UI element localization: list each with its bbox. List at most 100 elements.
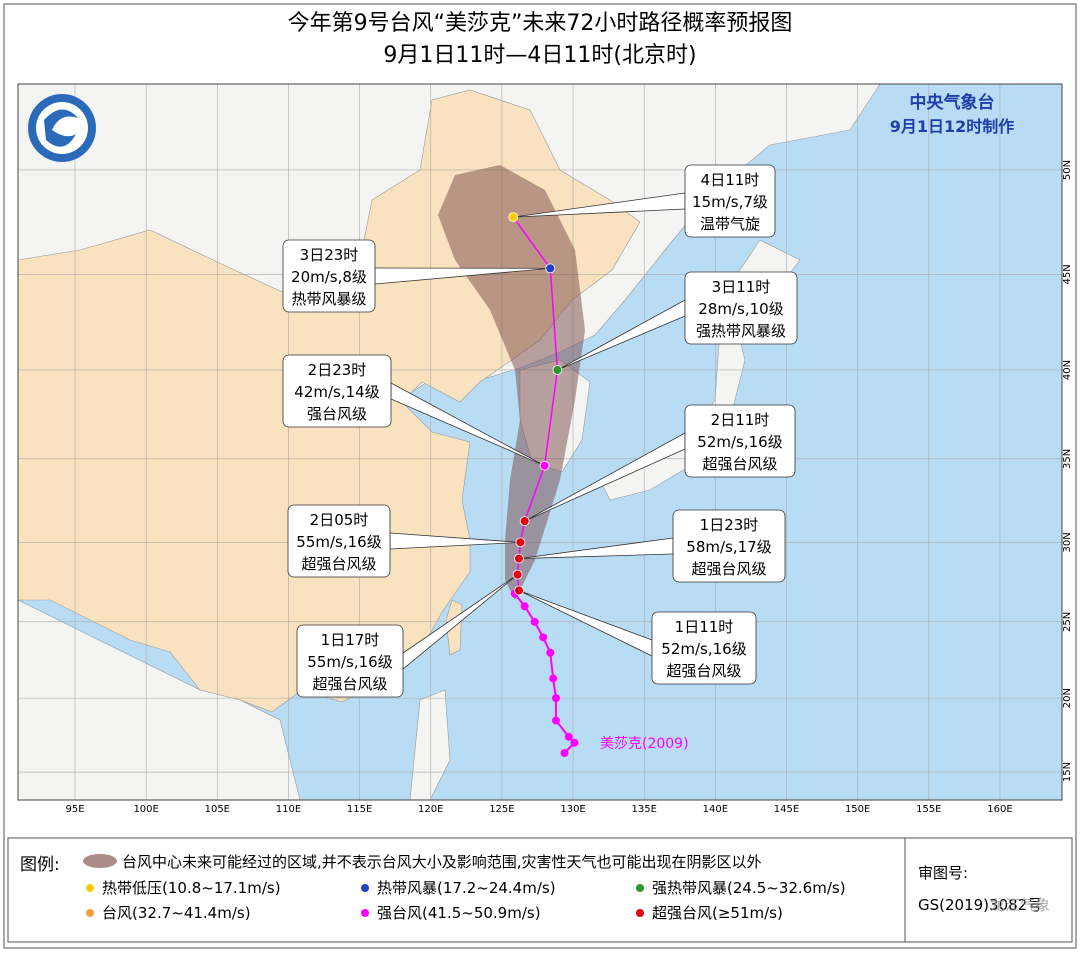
past-point [551,694,560,703]
review-label: 审图号: [918,864,968,882]
legend-dot [361,909,369,917]
lon-tick-label: 120E [418,804,443,815]
lon-tick-label: 145E [774,804,799,815]
lon-tick-label: 160E [987,804,1012,815]
title: 今年第9号台风“美莎克”未来72小时路径概率预报图 [288,11,793,36]
forecast-point [508,212,519,223]
callout-box [672,509,786,583]
callout-level: 超强台风级 [312,675,387,693]
legend-label: 台风(32.7~41.4m/s) [102,904,251,922]
callout-box [282,354,392,428]
callout-time: 1日17时 [321,631,380,649]
watermark: 龙江气象 [990,896,1050,914]
forecast-point [545,263,556,274]
lon-tick-label: 125E [489,804,514,815]
callout-speed: 20m/s,8级 [291,268,367,286]
lat-tick-label: 20N [1062,688,1073,708]
callout-level: 温带气旋 [700,215,760,233]
callout-speed: 58m/s,17级 [686,538,771,556]
lat-tick-label: 15N [1062,762,1073,782]
callout-box [684,164,776,238]
agency: 中央气象台 [910,92,995,113]
legend-label: 超强台风(≥51m/s) [652,904,783,922]
callout-level: 热带风暴级 [291,290,366,308]
legend-label: 热带风暴(17.2~24.4m/s) [377,879,556,897]
callout-level: 超强台风级 [702,455,777,473]
lon-tick-label: 155E [916,804,941,815]
callout-box [296,624,404,698]
lat-tick-label: 40N [1062,360,1073,380]
southeast-asia-land [18,599,451,800]
legend-cone-icon [83,854,117,868]
legend-dot [361,884,369,892]
callout-level: 超强台风级 [666,662,741,680]
past-point [520,602,529,611]
callout-speed: 42m/s,14级 [294,383,379,401]
callout-box [684,271,798,345]
past-point [549,674,558,683]
callout-box [651,611,757,685]
legend-frame [7,837,1073,943]
callout-time: 4日11时 [701,171,760,189]
lon-tick-label: 130E [560,804,585,815]
callout-speed: 52m/s,16级 [661,640,746,658]
issued-time: 9月1日12时制作 [890,117,1015,136]
callout-speed: 55m/s,16级 [296,533,381,551]
lon-tick-label: 140E [703,804,728,815]
forecast-point [514,585,524,596]
lon-tick-label: 110E [276,804,301,815]
callout-time: 2日23时 [308,361,367,379]
past-point [560,748,569,757]
lat-tick-label: 30N [1062,532,1073,552]
callout-speed: 55m/s,16级 [307,653,392,671]
lon-tick-label: 105E [205,804,230,815]
forecast-point [519,516,530,527]
legend-label: 热带低压(10.8~17.1m/s) [102,879,281,897]
track-layer: 1日11时52m/s,16级超强台风级1日17时55m/s,16级超强台风级1日… [282,164,798,757]
subtitle: 9月1日11时—4日11时(北京时) [383,43,696,68]
lon-tick-label: 135E [631,804,656,815]
lon-tick-label: 100E [133,804,158,815]
legend-label: 强台风(41.5~50.9m/s) [377,904,541,922]
lon-tick-label: 150E [845,804,870,815]
review-number: GS(2019)3082号 [918,896,1042,914]
graticule: 95E 100E 105E 110E 115E 120E 125E 130E 135E 140E 1… [18,84,1073,815]
typhoon-name: 美莎克(2009) [600,736,689,752]
callout-box [684,404,796,478]
legend-dot [86,884,94,892]
legend-dot [636,909,644,917]
callout-speed: 15m/s,7级 [692,193,768,211]
callout-time: 3日11时 [712,278,771,296]
callout-level: 强热带风暴级 [696,322,786,340]
callout-level: 超强台风级 [691,560,766,578]
callout-time: 1日23时 [700,516,759,534]
legend-cone-text: 台风中心未来可能经过的区域,并不表示台风大小及影响范围,灾害性天气也可能出现在阴… [122,853,762,871]
past-point [539,633,548,642]
past-point [551,716,560,725]
logo [28,94,96,162]
callout-level: 强台风级 [307,405,367,423]
lat-tick-label: 25N [1062,612,1073,632]
callout-speed: 28m/s,10级 [698,300,783,318]
forecast-point [512,569,523,580]
lat-tick-label: 45N [1062,264,1073,284]
forecast-point [515,537,526,548]
lat-tick-label: 50N [1062,160,1073,180]
taiwan-land [445,599,463,656]
legend-title: 图例: [20,855,60,875]
lon-tick-label: 95E [65,804,84,815]
past-point [570,738,579,747]
lon-tick-label: 115E [347,804,372,815]
callout-time: 3日23时 [300,246,359,264]
legend-dot [86,909,94,917]
past-point [564,732,573,741]
past-point [546,648,555,657]
callout-box [282,239,376,313]
legend-dot [636,884,644,892]
callout-time: 2日05时 [310,511,369,529]
map-frame [17,83,1063,801]
legend-label: 强热带风暴(24.5~32.6m/s) [652,879,846,897]
lat-tick-label: 35N [1062,449,1073,469]
callout-time: 1日11时 [675,618,734,636]
